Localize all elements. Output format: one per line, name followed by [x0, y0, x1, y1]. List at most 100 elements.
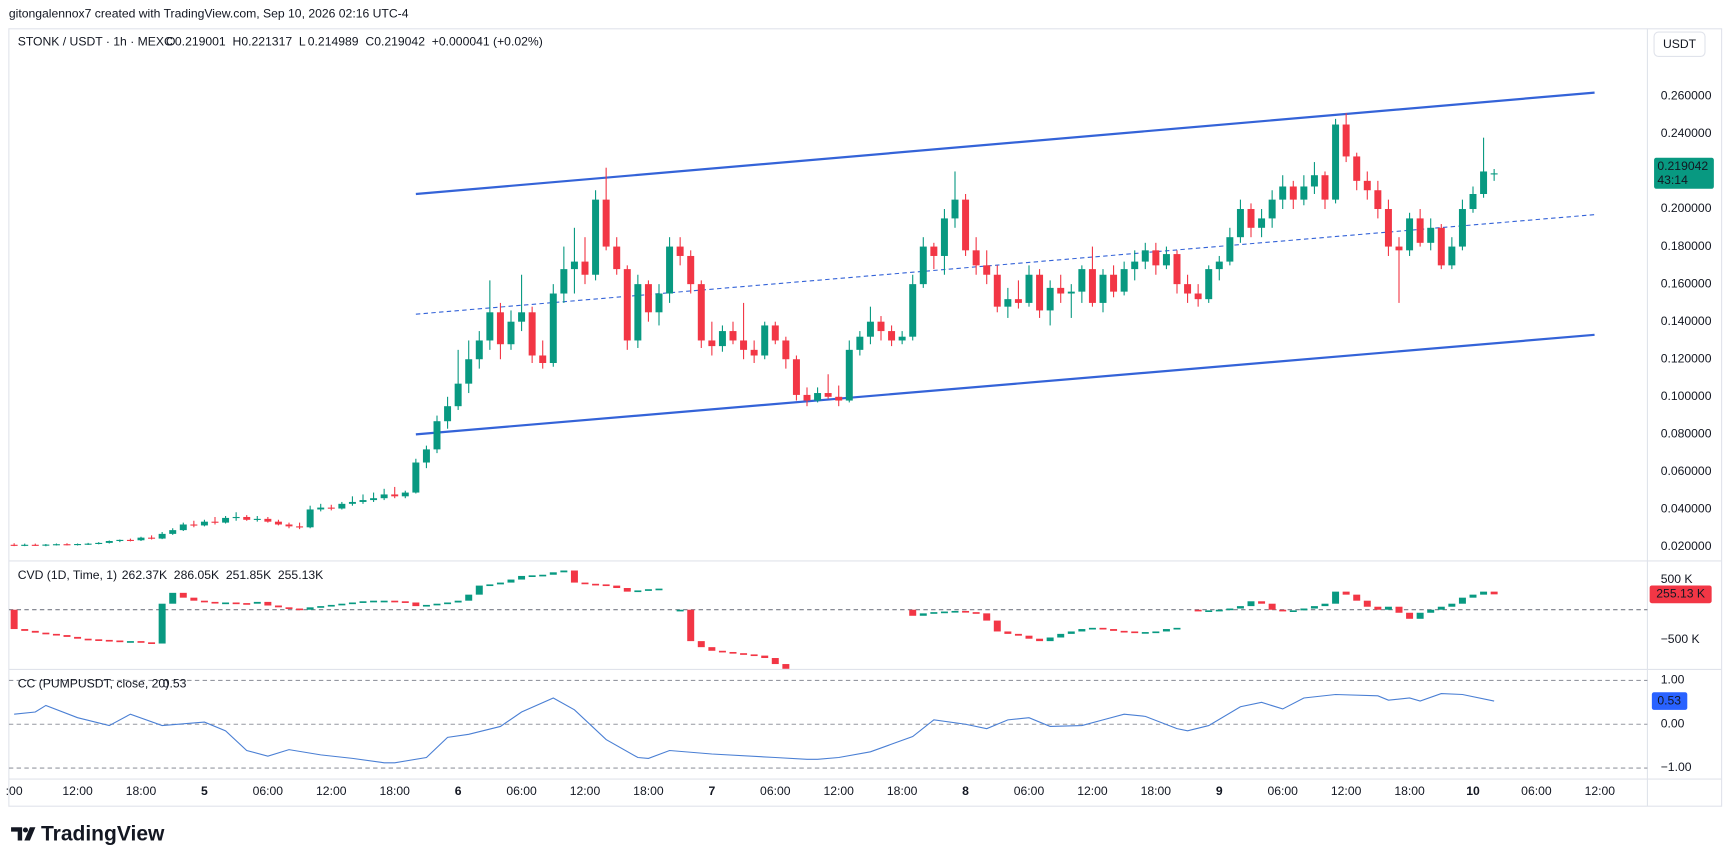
- cvd-bar: [1057, 633, 1065, 638]
- cvd-bar: [740, 653, 748, 655]
- legend-key: H: [233, 34, 242, 48]
- candle-body: [1141, 250, 1149, 262]
- cvd-bar: [1004, 631, 1012, 634]
- candle-body: [993, 274, 1001, 307]
- legend-key: L: [299, 34, 306, 48]
- cvd-pane: [8, 570, 1648, 669]
- candle-body: [613, 246, 621, 270]
- candle-body: [1258, 218, 1266, 228]
- cvd-bar: [708, 647, 716, 651]
- indicator-value: 262.37K: [122, 568, 167, 582]
- cvd-bar: [126, 641, 134, 643]
- indicator-title: CC (PUMPUSDT, close, 20): [18, 677, 169, 691]
- candle-body: [1427, 227, 1435, 243]
- candle-body: [814, 393, 822, 401]
- cvd-bar: [518, 575, 526, 580]
- cvd-bar: [190, 597, 198, 601]
- candle-body: [919, 246, 927, 285]
- cvd-bar: [1289, 610, 1297, 613]
- candle-body: [348, 501, 356, 504]
- cvd-bar: [486, 584, 494, 587]
- cvd-bar: [380, 600, 388, 603]
- candle-body: [539, 355, 547, 363]
- cvd-bar: [211, 601, 219, 604]
- cvd-bar: [962, 610, 970, 613]
- cvd-bar: [317, 606, 325, 608]
- x-tick-label: 06:00: [1267, 784, 1298, 798]
- logo-icon: [11, 827, 36, 841]
- candle-body: [782, 340, 790, 360]
- cvd-bar: [687, 609, 695, 642]
- cvd-bar: [1152, 631, 1160, 634]
- candle-body: [84, 543, 92, 545]
- price-pane: [10, 91, 1595, 547]
- candle-body: [1110, 274, 1118, 292]
- candle-body: [21, 544, 29, 546]
- candle-body: [433, 421, 441, 450]
- x-tick-label: 18:00: [1141, 784, 1172, 798]
- x-tick-label: 12:00: [1585, 784, 1616, 798]
- candle-body: [761, 325, 769, 356]
- cvd-bar: [930, 612, 938, 614]
- cvd-bar: [21, 629, 29, 631]
- candle-body: [518, 312, 526, 322]
- candle-body: [866, 321, 874, 337]
- cvd-bar: [1014, 633, 1022, 636]
- x-tick-label: 9: [1216, 784, 1223, 798]
- y-tick-label: 0.100000: [1661, 389, 1712, 403]
- candle-body: [327, 507, 335, 509]
- candle-body: [380, 494, 388, 499]
- candle-body: [1289, 186, 1297, 200]
- cc-line: [14, 693, 1495, 764]
- cvd-bar: [983, 613, 991, 621]
- cvd-bar: [993, 620, 1001, 632]
- x-tick-label: 06:00: [253, 784, 284, 798]
- y-tick-label: 500 K: [1661, 572, 1693, 586]
- candle-body: [95, 542, 103, 544]
- candle-body: [1215, 261, 1223, 270]
- cvd-bar: [1342, 591, 1350, 595]
- candle-body: [317, 507, 325, 510]
- legend-key: O: [166, 34, 175, 48]
- candle-body: [507, 321, 515, 345]
- cvd-bar: [1205, 610, 1213, 613]
- cvd-bar: [465, 594, 473, 601]
- candle-body: [697, 284, 705, 341]
- cvd-bar: [1120, 630, 1128, 633]
- currency-button[interactable]: [1653, 31, 1706, 58]
- legend-value: 0.219001: [175, 34, 226, 48]
- y-tick-label: 0.040000: [1661, 502, 1712, 516]
- cvd-bar: [1162, 629, 1170, 632]
- logo: TradingView: [11, 823, 165, 846]
- candle-body: [581, 261, 589, 275]
- candle-body: [1194, 293, 1202, 300]
- candle-body: [222, 517, 230, 523]
- cvd-bar: [697, 641, 705, 648]
- y-tick-label: 0.120000: [1661, 351, 1712, 365]
- cvd-bar: [1215, 609, 1223, 612]
- cvd-bar: [10, 609, 18, 630]
- candle-body: [1173, 254, 1181, 285]
- candle-body: [1469, 193, 1477, 210]
- cc-pane: [8, 679, 1648, 769]
- cvd-bar: [63, 635, 71, 637]
- candle-body: [1078, 269, 1086, 292]
- cvd-bar: [105, 639, 113, 642]
- cvd-bar: [1247, 601, 1255, 607]
- candle-body: [1374, 190, 1382, 210]
- cvd-bar: [1036, 638, 1044, 642]
- candle-body: [74, 544, 82, 546]
- cvd-bar: [1395, 606, 1403, 613]
- channel-upper: [415, 91, 1595, 196]
- candle-body: [10, 544, 18, 546]
- candle-body: [475, 340, 483, 360]
- x-tick-label: 06:00: [1014, 784, 1045, 798]
- cvd-bar: [148, 642, 156, 644]
- cvd-bar: [570, 570, 578, 583]
- cvd-bar: [940, 611, 948, 614]
- candle-body: [623, 269, 631, 341]
- candle-body: [909, 284, 917, 337]
- cvd-bar: [433, 603, 441, 606]
